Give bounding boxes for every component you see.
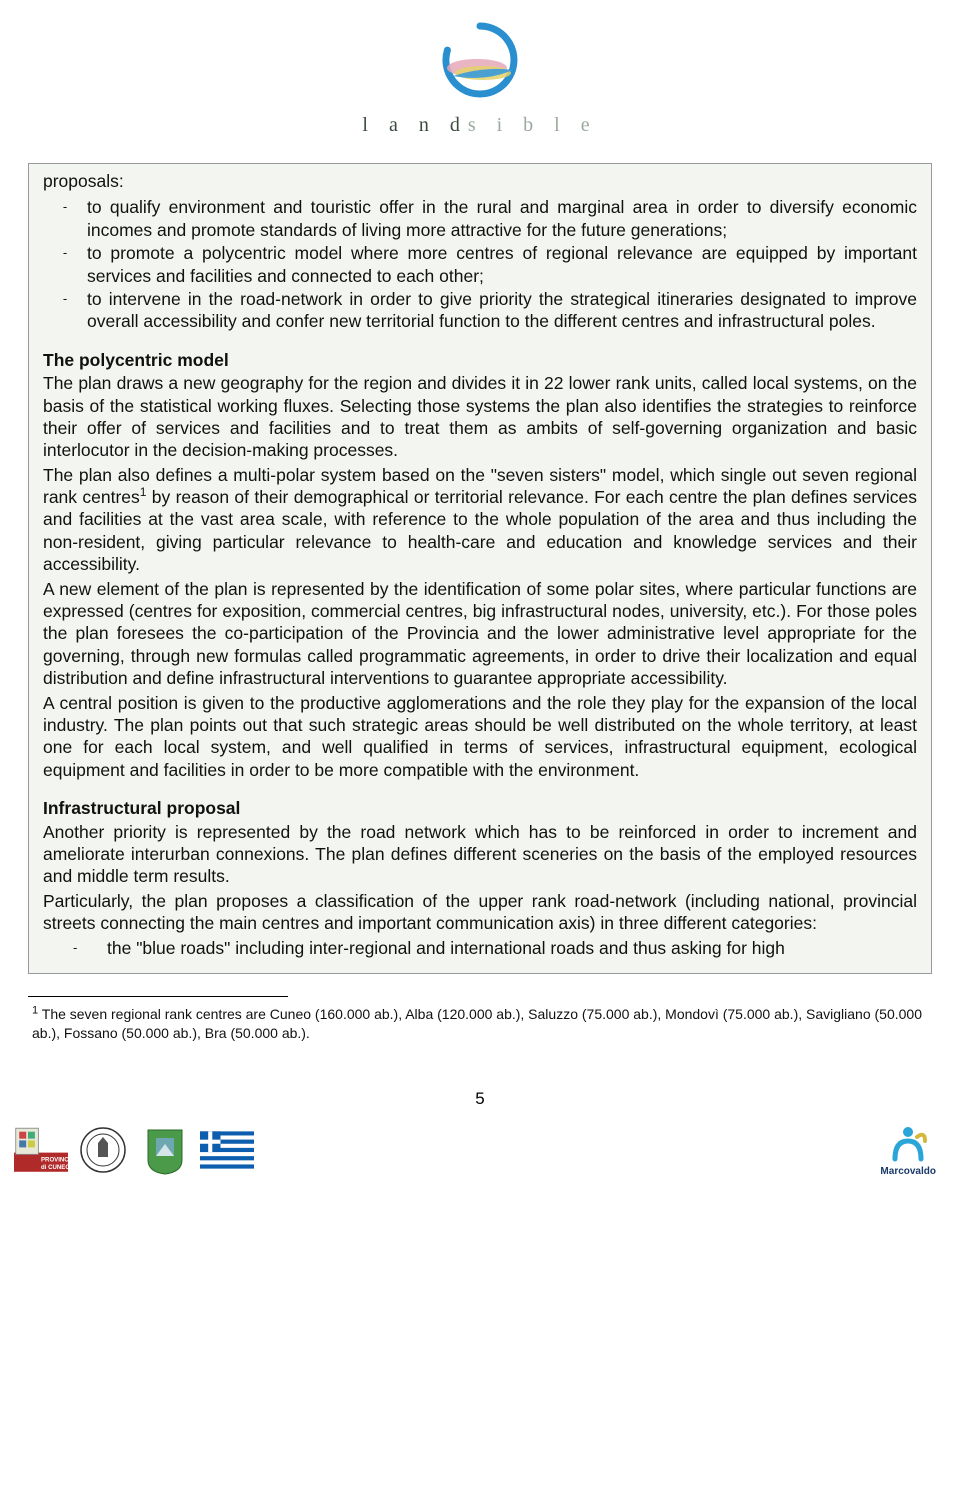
content-box: proposals: - to qualify environment and …	[28, 163, 932, 974]
footer-right-marcovaldo: Marcovaldo	[880, 1123, 936, 1177]
body-paragraph: A central position is given to the produ…	[43, 692, 917, 782]
bullet-dash-icon: -	[73, 937, 107, 959]
seal-emblem-1	[76, 1123, 130, 1177]
svg-text:di CUNEO: di CUNEO	[41, 1164, 68, 1171]
bullet-text: to qualify environment and touristic off…	[87, 196, 917, 241]
svg-text:PROVINCIA: PROVINCIA	[41, 1156, 68, 1163]
footnote: 1 The seven regional rank centres are Cu…	[32, 1005, 932, 1043]
body-paragraph: A new element of the plan is represented…	[43, 578, 917, 690]
footer-left-emblems: PROVINCIA di CUNEO	[14, 1123, 254, 1177]
proposals-label: proposals:	[43, 170, 917, 192]
page-number: 5	[0, 1089, 960, 1109]
list-item: - to intervene in the road-network in or…	[43, 288, 917, 333]
body-paragraph: The plan also defines a multi-polar syst…	[43, 464, 917, 576]
paragraph-span: by reason of their demographical or terr…	[43, 487, 917, 574]
provincia-cuneo-emblem: PROVINCIA di CUNEO	[14, 1123, 68, 1177]
footnote-rule	[28, 996, 288, 997]
bullet-dash-icon: -	[43, 196, 87, 241]
body-paragraph: The plan draws a new geography for the r…	[43, 372, 917, 462]
landsible-logo-mark	[435, 18, 525, 108]
footer: PROVINCIA di CUNEO	[0, 1123, 960, 1193]
marcovaldo-icon	[887, 1123, 929, 1165]
bullet-text: to intervene in the road-network in orde…	[87, 288, 917, 333]
bullet-text: to promote a polycentric model where mor…	[87, 242, 917, 287]
header-logo: l a n ds i b l e	[0, 0, 960, 145]
bullet-dash-icon: -	[43, 242, 87, 287]
section-heading-infrastructural: Infrastructural proposal	[43, 797, 917, 819]
seal-emblem-2	[138, 1123, 192, 1177]
landsible-logo-text: l a n ds i b l e	[0, 114, 960, 137]
section-heading-polycentric: The polycentric model	[43, 349, 917, 371]
marcovaldo-label: Marcovaldo	[880, 1166, 936, 1177]
list-item: - the "blue roads" including inter-regio…	[73, 937, 917, 959]
list-item: - to qualify environment and touristic o…	[43, 196, 917, 241]
logo-text-light: s i b l e	[468, 114, 598, 136]
proposal-bullets: - to qualify environment and touristic o…	[43, 196, 917, 332]
bullet-dash-icon: -	[43, 288, 87, 333]
bullet-text: the "blue roads" including inter-regiona…	[107, 937, 917, 959]
greek-flag-icon	[200, 1123, 254, 1177]
document-page: l a n ds i b l e proposals: - to qualify…	[0, 0, 960, 1193]
list-item: - to promote a polycentric model where m…	[43, 242, 917, 287]
logo-text-dark: l a n d	[362, 114, 467, 136]
body-paragraph: Another priority is represented by the r…	[43, 821, 917, 888]
body-paragraph: Particularly, the plan proposes a classi…	[43, 890, 917, 935]
footnote-text: The seven regional rank centres are Cune…	[32, 1006, 922, 1041]
